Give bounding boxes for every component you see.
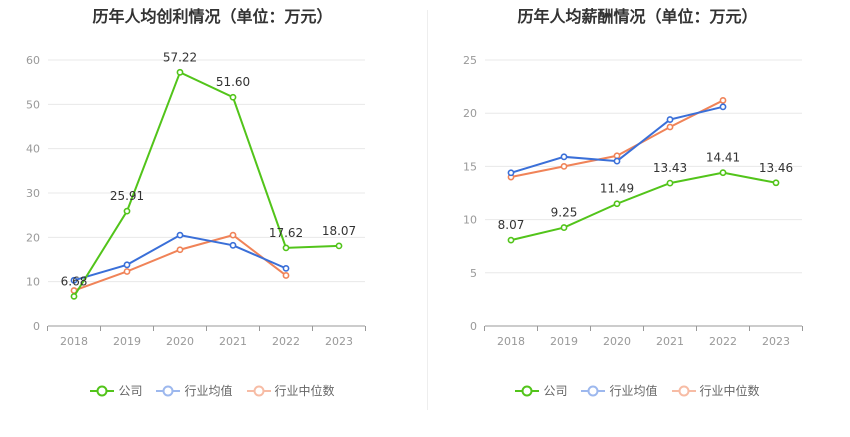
data-point[interactable] bbox=[719, 103, 727, 111]
data-point[interactable] bbox=[282, 244, 290, 252]
data-point[interactable] bbox=[560, 153, 568, 161]
data-point[interactable] bbox=[229, 241, 237, 249]
y-tick-label: 15 bbox=[463, 160, 477, 173]
data-point[interactable] bbox=[560, 162, 568, 170]
data-point[interactable] bbox=[613, 157, 621, 165]
y-tick-label: 50 bbox=[26, 98, 40, 111]
y-tick-label: 25 bbox=[463, 54, 477, 67]
data-point[interactable] bbox=[70, 276, 78, 284]
data-point[interactable] bbox=[719, 169, 727, 177]
legend-label-industry-median: 行业中位数 bbox=[274, 384, 335, 398]
data-label: 57.22 bbox=[163, 50, 197, 64]
data-point[interactable] bbox=[666, 123, 674, 131]
salary-chart-legend: 公司 行业均值 行业中位数 bbox=[425, 382, 850, 399]
y-tick-label: 20 bbox=[26, 231, 40, 244]
y-tick-label: 40 bbox=[26, 143, 40, 156]
x-tick-label: 2019 bbox=[113, 335, 141, 348]
x-tick-label: 2021 bbox=[219, 335, 247, 348]
profit-chart-title: 历年人均创利情况（单位：万元） bbox=[92, 7, 333, 26]
legend-item-industry-avg[interactable]: 行业均值 bbox=[156, 382, 233, 399]
salary-chart-title: 历年人均薪酬情况（单位：万元） bbox=[517, 7, 758, 26]
y-tick-label: 10 bbox=[463, 214, 477, 227]
x-tick-label: 2023 bbox=[325, 335, 353, 348]
data-point[interactable] bbox=[229, 231, 237, 239]
data-label: 9.25 bbox=[551, 206, 578, 220]
legend-item-company[interactable]: 公司 bbox=[90, 382, 142, 399]
panel-divider bbox=[427, 10, 428, 410]
data-point[interactable] bbox=[772, 179, 780, 187]
data-point[interactable] bbox=[613, 200, 621, 208]
data-label: 17.62 bbox=[269, 226, 303, 240]
data-label: 6.68 bbox=[61, 274, 88, 288]
data-label: 13.46 bbox=[759, 161, 793, 175]
legend-label-industry-avg: 行业均值 bbox=[609, 384, 658, 398]
salary-chart-svg: 0 5 10 15 20 25 2018 2019 2020 2021 2022 2023 8.07 9.… bbox=[463, 54, 803, 348]
data-point[interactable] bbox=[666, 179, 674, 187]
legend-marker-company bbox=[90, 385, 115, 396]
profit-chart-panel: 历年人均创利情况（单位：万元） 0 10 20 30 40 50 60 2018 2019 202… bbox=[0, 7, 425, 399]
y-tick-label: 10 bbox=[26, 276, 40, 289]
data-point[interactable] bbox=[70, 292, 78, 300]
x-tick-label: 2018 bbox=[60, 335, 88, 348]
y-tick-label: 5 bbox=[470, 267, 477, 280]
series-line-industry-median bbox=[510, 99, 724, 179]
x-tick-label: 2021 bbox=[656, 335, 684, 348]
legend-item-industry-avg[interactable]: 行业均值 bbox=[581, 382, 658, 399]
legend-marker-industry-avg bbox=[156, 385, 181, 396]
data-point[interactable] bbox=[282, 264, 290, 272]
data-point[interactable] bbox=[507, 169, 515, 177]
data-point[interactable] bbox=[719, 97, 727, 104]
profit-chart-legend: 公司 行业均值 行业中位数 bbox=[0, 382, 425, 399]
data-point[interactable] bbox=[123, 207, 131, 215]
legend-label-company: 公司 bbox=[118, 384, 143, 398]
data-point[interactable] bbox=[335, 242, 343, 250]
series-line-company bbox=[510, 171, 777, 242]
data-label: 14.41 bbox=[706, 151, 740, 165]
legend-label-industry-avg: 行业均值 bbox=[184, 384, 233, 398]
y-tick-label: 0 bbox=[33, 320, 40, 333]
data-point[interactable] bbox=[176, 68, 184, 76]
legend-item-company[interactable]: 公司 bbox=[515, 382, 567, 399]
x-tick-label: 2018 bbox=[497, 335, 525, 348]
legend-marker-industry-avg bbox=[581, 385, 606, 396]
legend-item-industry-median[interactable]: 行业中位数 bbox=[246, 382, 335, 399]
y-tick-label: 60 bbox=[26, 54, 40, 67]
data-point[interactable] bbox=[123, 268, 131, 275]
data-label: 13.43 bbox=[653, 161, 687, 175]
data-point[interactable] bbox=[176, 231, 184, 239]
legend-marker-company bbox=[515, 385, 540, 396]
salary-chart-panel: 历年人均薪酬情况（单位：万元） 0 5 10 15 20 25 2018 2019 2020 20… bbox=[425, 0, 850, 437]
x-tick-label: 2022 bbox=[709, 335, 737, 348]
x-tick-label: 2019 bbox=[550, 335, 578, 348]
data-label: 18.07 bbox=[322, 224, 356, 238]
legend-marker-industry-median bbox=[671, 385, 696, 396]
data-point[interactable] bbox=[560, 224, 568, 231]
data-point[interactable] bbox=[666, 116, 674, 123]
legend-label-company: 公司 bbox=[543, 384, 568, 398]
data-label: 25.91 bbox=[110, 189, 144, 203]
x-tick-label: 2022 bbox=[272, 335, 300, 348]
data-point[interactable] bbox=[507, 236, 515, 244]
y-tick-label: 30 bbox=[26, 187, 40, 200]
legend-label-industry-median: 行业中位数 bbox=[699, 384, 760, 398]
profit-chart-svg: 0 10 20 30 40 50 60 2018 2019 2020 2021 2022 2023 6.6… bbox=[26, 50, 366, 348]
data-point[interactable] bbox=[229, 93, 237, 101]
data-label: 11.49 bbox=[600, 182, 634, 196]
legend-marker-industry-median bbox=[246, 385, 271, 396]
legend-item-industry-median[interactable]: 行业中位数 bbox=[671, 382, 760, 399]
series-line-industry-avg bbox=[73, 234, 287, 282]
x-tick-label: 2020 bbox=[166, 335, 194, 348]
y-tick-label: 0 bbox=[470, 320, 477, 333]
data-label: 51.60 bbox=[216, 75, 250, 89]
series-line-company bbox=[73, 70, 340, 297]
data-point[interactable] bbox=[282, 272, 290, 279]
data-label: 8.07 bbox=[498, 218, 525, 232]
data-point[interactable] bbox=[613, 152, 621, 160]
x-tick-label: 2020 bbox=[603, 335, 631, 348]
x-tick-label: 2023 bbox=[762, 335, 790, 348]
y-tick-label: 20 bbox=[463, 107, 477, 120]
data-point[interactable] bbox=[123, 261, 131, 269]
data-point[interactable] bbox=[176, 246, 184, 254]
